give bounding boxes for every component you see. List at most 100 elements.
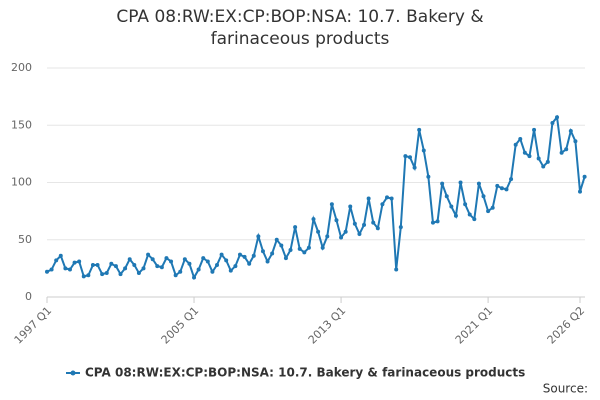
point bbox=[398, 225, 403, 230]
point bbox=[192, 275, 197, 280]
point bbox=[237, 252, 242, 257]
point bbox=[394, 267, 399, 272]
point bbox=[532, 127, 537, 132]
point bbox=[550, 120, 555, 125]
y-tick-label: 50 bbox=[18, 233, 32, 246]
point bbox=[159, 265, 164, 270]
point bbox=[536, 156, 541, 161]
chart-title: CPA 08:RW:EX:CP:BOP:NSA: 10.7. Bakery & … bbox=[116, 7, 484, 49]
point bbox=[481, 194, 486, 199]
point bbox=[389, 196, 394, 201]
point bbox=[366, 196, 371, 201]
point bbox=[274, 237, 279, 242]
point bbox=[352, 221, 357, 226]
point bbox=[545, 159, 550, 164]
point bbox=[95, 262, 100, 267]
point bbox=[490, 205, 495, 210]
point bbox=[375, 226, 380, 231]
point bbox=[495, 183, 500, 188]
point bbox=[81, 274, 86, 279]
point bbox=[132, 262, 137, 267]
point bbox=[421, 148, 426, 153]
point bbox=[430, 220, 435, 225]
point bbox=[123, 266, 128, 271]
point bbox=[173, 273, 178, 278]
point bbox=[288, 248, 293, 253]
point bbox=[343, 229, 348, 234]
point bbox=[182, 257, 187, 262]
point bbox=[403, 154, 408, 159]
point bbox=[146, 252, 151, 257]
point bbox=[541, 164, 546, 169]
legend-marker bbox=[70, 370, 76, 376]
point bbox=[362, 222, 367, 227]
x-tick-label: 1997 Q1 bbox=[12, 304, 55, 347]
point bbox=[54, 258, 59, 263]
point bbox=[417, 127, 422, 132]
point bbox=[141, 266, 146, 271]
y-tick-label: 150 bbox=[11, 118, 32, 131]
point bbox=[118, 272, 123, 277]
point bbox=[348, 204, 353, 209]
point bbox=[77, 259, 82, 264]
point bbox=[178, 269, 183, 274]
point bbox=[522, 150, 527, 155]
point bbox=[49, 267, 54, 272]
point bbox=[311, 217, 316, 222]
point bbox=[265, 259, 270, 264]
x-tick-label: 2021 Q1 bbox=[453, 304, 496, 347]
point bbox=[58, 253, 63, 258]
point bbox=[215, 262, 220, 267]
point bbox=[518, 136, 523, 141]
point bbox=[196, 267, 201, 272]
point bbox=[228, 268, 233, 273]
point bbox=[440, 181, 445, 186]
x-tick-label: 2005 Q1 bbox=[159, 304, 202, 347]
point bbox=[513, 142, 518, 147]
point bbox=[339, 235, 344, 240]
point bbox=[407, 155, 412, 160]
point bbox=[63, 266, 68, 271]
point bbox=[224, 258, 229, 263]
point bbox=[504, 187, 509, 192]
point bbox=[251, 253, 256, 258]
point bbox=[357, 232, 362, 237]
point bbox=[509, 177, 514, 182]
point bbox=[467, 212, 472, 217]
point bbox=[86, 273, 91, 278]
point bbox=[559, 150, 564, 155]
y-tick-label: 100 bbox=[11, 176, 32, 189]
point bbox=[385, 195, 390, 200]
point bbox=[435, 219, 440, 224]
point bbox=[463, 202, 468, 207]
point bbox=[334, 218, 339, 223]
x-tick-label: 2026 Q2 bbox=[545, 304, 588, 347]
point bbox=[444, 194, 449, 199]
point bbox=[380, 202, 385, 207]
point bbox=[573, 139, 578, 144]
point bbox=[279, 243, 284, 248]
point bbox=[306, 245, 311, 250]
point bbox=[201, 256, 206, 261]
y-tick-label: 200 bbox=[11, 61, 32, 74]
point bbox=[270, 251, 275, 256]
point bbox=[316, 229, 321, 234]
point bbox=[164, 256, 169, 261]
point bbox=[527, 154, 532, 159]
point bbox=[150, 257, 155, 262]
point bbox=[260, 249, 265, 254]
point bbox=[297, 246, 302, 251]
point bbox=[371, 220, 376, 225]
source-label: Source: bbox=[543, 382, 588, 396]
point bbox=[412, 165, 417, 170]
point bbox=[283, 256, 288, 261]
y-tick-label: 0 bbox=[25, 290, 32, 303]
point bbox=[210, 269, 215, 274]
point bbox=[568, 128, 573, 133]
point bbox=[247, 261, 252, 266]
point bbox=[100, 272, 105, 277]
point bbox=[90, 262, 95, 267]
point bbox=[205, 259, 210, 264]
point bbox=[256, 234, 261, 239]
